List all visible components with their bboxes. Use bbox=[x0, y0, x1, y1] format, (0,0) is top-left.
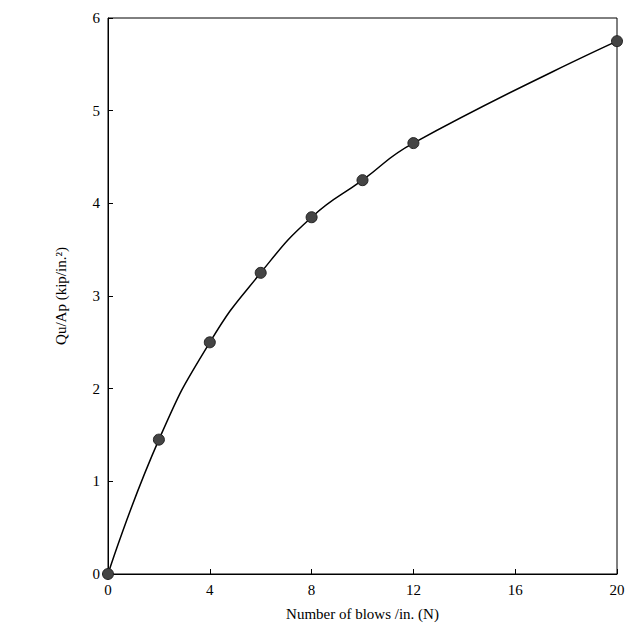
svg-text:2: 2 bbox=[93, 381, 101, 397]
svg-text:1: 1 bbox=[93, 473, 101, 489]
svg-text:0: 0 bbox=[93, 566, 101, 582]
svg-text:8: 8 bbox=[308, 582, 316, 598]
svg-text:12: 12 bbox=[406, 582, 421, 598]
svg-text:0: 0 bbox=[104, 582, 112, 598]
svg-text:5: 5 bbox=[93, 103, 101, 119]
svg-text:6: 6 bbox=[93, 10, 101, 26]
svg-text:16: 16 bbox=[508, 582, 524, 598]
svg-text:Number of blows /in. (N): Number of blows /in. (N) bbox=[286, 606, 439, 623]
svg-text:3: 3 bbox=[93, 288, 101, 304]
svg-text:4: 4 bbox=[206, 582, 214, 598]
svg-text:Qu/Ap (kip/in.²): Qu/Ap (kip/in.²) bbox=[53, 247, 70, 345]
svg-text:20: 20 bbox=[610, 582, 625, 598]
svg-text:4: 4 bbox=[93, 195, 101, 211]
